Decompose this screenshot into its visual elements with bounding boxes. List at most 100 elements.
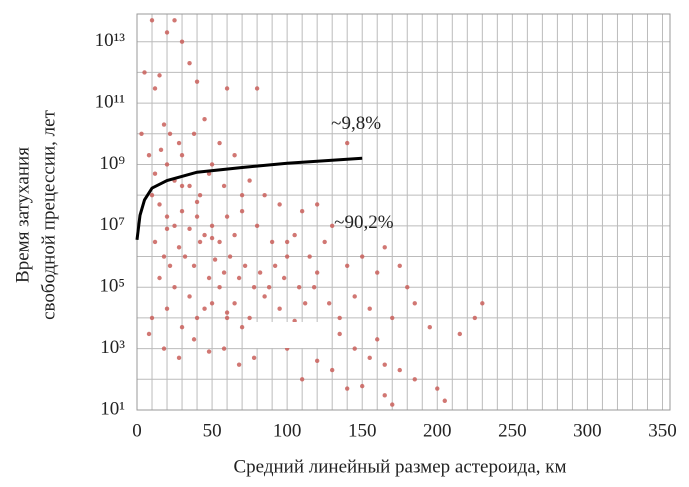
point [224, 86, 230, 91]
point [360, 254, 365, 259]
point [236, 362, 242, 367]
y-tick-label: 10¹³ [95, 30, 126, 51]
point [167, 263, 173, 268]
point [337, 331, 342, 337]
y-axis-label: свободной прецессии, лет [38, 109, 59, 319]
y-tick-label: 10⁷ [99, 214, 125, 235]
point [176, 140, 182, 146]
point [179, 183, 185, 189]
point [397, 263, 402, 268]
point [217, 239, 222, 245]
point [375, 337, 380, 342]
point [179, 153, 185, 158]
point [239, 192, 245, 198]
x-tick-label: 350 [648, 420, 677, 441]
point [239, 324, 245, 330]
point [221, 346, 227, 351]
point [412, 301, 417, 306]
point [206, 171, 212, 176]
point [146, 331, 152, 337]
x-tick-label: 0 [132, 420, 142, 441]
point [382, 362, 387, 367]
annotation: ~90,2% [334, 212, 394, 233]
point [194, 214, 200, 219]
point [157, 202, 162, 207]
point [197, 192, 203, 198]
point [292, 232, 297, 238]
point [176, 245, 182, 250]
point [194, 79, 200, 84]
point [457, 331, 463, 337]
point [187, 183, 192, 189]
point [187, 60, 192, 66]
point [152, 239, 158, 245]
point [367, 355, 372, 361]
point [209, 162, 215, 167]
point [254, 223, 260, 229]
point [187, 294, 192, 299]
point [191, 337, 197, 342]
point [277, 202, 282, 207]
point [367, 306, 372, 311]
point [269, 239, 275, 245]
x-tick-label: 50 [203, 420, 222, 441]
point [435, 386, 440, 391]
point [182, 254, 188, 259]
point [299, 377, 305, 382]
point [352, 346, 357, 351]
y-tick-label: 10¹ [100, 398, 125, 419]
point [236, 275, 242, 281]
point [142, 70, 147, 75]
point [284, 254, 290, 259]
x-tick-label: 250 [498, 420, 527, 441]
point [232, 232, 237, 238]
point [329, 367, 335, 373]
point [212, 257, 218, 262]
point [179, 39, 185, 44]
point [277, 306, 282, 311]
point [179, 209, 185, 214]
point [164, 226, 170, 232]
point [149, 18, 155, 23]
point [172, 285, 177, 290]
point [344, 263, 350, 268]
point [405, 285, 410, 290]
point [167, 131, 173, 136]
point [217, 140, 222, 146]
point [257, 270, 263, 275]
point [382, 245, 387, 250]
point [314, 270, 320, 275]
point [314, 358, 320, 364]
point [202, 116, 207, 122]
point [172, 18, 177, 23]
point [224, 310, 230, 315]
point [329, 223, 335, 229]
point [164, 214, 170, 219]
point [161, 346, 167, 351]
point [412, 377, 417, 382]
point [172, 223, 177, 229]
point [266, 285, 272, 290]
x-tick-label: 100 [273, 420, 302, 441]
point [221, 270, 227, 275]
point [247, 178, 252, 183]
point [209, 235, 215, 241]
point [239, 209, 245, 214]
x-axis-label: Средний линейный размер астероида, км [233, 456, 566, 477]
point [164, 30, 170, 35]
point [158, 147, 164, 153]
point [157, 73, 162, 78]
point [251, 285, 257, 290]
point [242, 263, 248, 268]
point [442, 398, 447, 403]
point [232, 301, 237, 306]
point [224, 315, 230, 321]
point [221, 183, 227, 189]
y-tick-label: 10⁵ [99, 276, 125, 297]
point [247, 315, 252, 321]
point [390, 402, 395, 407]
point [161, 122, 167, 127]
point [161, 254, 167, 259]
